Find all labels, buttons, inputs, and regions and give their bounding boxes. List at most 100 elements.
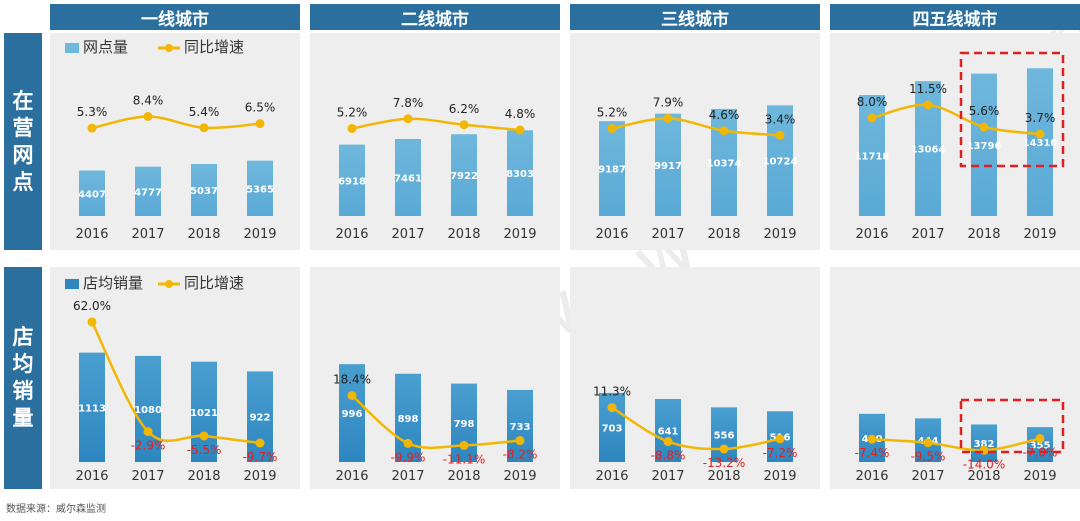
bar (247, 160, 273, 216)
bar (79, 170, 105, 216)
bar-value-label: 13796 (967, 141, 1002, 152)
bar (655, 399, 681, 462)
x-tick-label: 2018 (187, 469, 220, 484)
data-source-note: 数据来源：威尔森监测 (6, 504, 106, 515)
bar (971, 424, 997, 462)
bar-value-label: 11718 (855, 152, 890, 163)
bar-value-label: 1113 (78, 403, 106, 414)
column-header-tier3: 三线城市 (570, 4, 820, 30)
chart-panel: 网点量 同比增速 4407 2016 4777 2017 5037 2018 5365 2019 5… (50, 33, 300, 250)
growth-point (87, 123, 97, 133)
growth-label: 3.4% (765, 112, 796, 126)
bar-value-label: 8303 (506, 169, 534, 180)
row-header-char: 店 (12, 325, 34, 349)
growth-line (611, 117, 781, 137)
legend: 网点量 同比增速 (65, 38, 244, 56)
growth-label: 6.2% (449, 102, 480, 116)
growth-point (775, 130, 785, 140)
growth-label: -9.7% (243, 450, 278, 464)
growth-point (607, 403, 617, 413)
legend-bar-swatch (65, 279, 79, 289)
x-tick-label: 2018 (187, 227, 220, 242)
bar (395, 138, 421, 216)
growth-label: -8.2% (503, 448, 538, 462)
x-tick-label: 2016 (855, 469, 888, 484)
highlight-box (959, 51, 1065, 168)
growth-point (867, 113, 877, 123)
bar-value-label: 6918 (338, 176, 366, 187)
growth-point (775, 434, 785, 444)
growth-label: 11.3% (593, 385, 631, 399)
growth-label: -7.4% (855, 446, 890, 460)
row-header-char: 点 (12, 169, 34, 194)
row-header-outlets: 在 营 网 点 (4, 33, 42, 250)
growth-label: -7.2% (763, 446, 798, 460)
growth-point (87, 317, 97, 327)
x-tick-label: 2018 (967, 227, 1000, 242)
growth-line (871, 103, 1041, 136)
x-tick-label: 2017 (911, 469, 944, 484)
bar (191, 164, 217, 216)
legend-bar-label: 店均销量 (83, 274, 143, 292)
chart-svg: 996 2016 898 2017 798 2018 733 2019 18.4% -9.9% -1… (333, 364, 538, 484)
x-tick-label: 2016 (335, 227, 368, 242)
bar-value-label: 1080 (134, 405, 162, 416)
bar-value-label: 996 (342, 409, 363, 420)
bar (135, 355, 161, 462)
chart-svg: 11718 2016 13064 2017 13796 2018 14310 2019 8.0%… (855, 51, 1065, 242)
row-header-avg-sales: 店 均 销 量 (4, 267, 42, 489)
growth-point (719, 126, 729, 136)
bar-value-label: 382 (974, 439, 995, 450)
row-header-char: 量 (12, 406, 34, 430)
bar-value-label: 14310 (1023, 138, 1058, 149)
bar (135, 166, 161, 216)
bar-value-label: 7461 (394, 173, 422, 184)
bar-value-label: 7922 (450, 171, 478, 182)
growth-point (923, 438, 933, 448)
x-tick-label: 2018 (447, 469, 480, 484)
growth-label: -13.2% (703, 456, 745, 470)
growth-point (923, 100, 933, 110)
growth-point (979, 445, 989, 455)
chart-panel: 店均销量 同比增速 1113 2016 1080 2017 1021 2018 922 2019 6… (50, 267, 300, 489)
growth-point (199, 431, 209, 441)
row-header-char: 均 (12, 352, 34, 376)
x-tick-label: 2016 (75, 469, 108, 484)
x-tick-label: 2016 (595, 227, 628, 242)
bar-value-label: 4777 (134, 187, 162, 198)
growth-line (91, 115, 261, 130)
x-tick-label: 2019 (503, 469, 536, 484)
x-tick-label: 2019 (1023, 469, 1056, 484)
x-tick-label: 2016 (75, 227, 108, 242)
legend-line-marker (165, 44, 173, 52)
chart-panel: 703201664120175562018516201911.3%-8.8%-1… (570, 267, 820, 489)
growth-label: 6.5% (245, 101, 276, 115)
x-tick-label: 2017 (911, 227, 944, 242)
bar (507, 389, 533, 462)
bar-value-label: 10374 (707, 158, 742, 169)
chart-panel: 4902016444201738220183552019-7.4%-9.5%-1… (830, 267, 1080, 489)
row-header-char: 网 (12, 142, 34, 167)
x-tick-label: 2016 (335, 469, 368, 484)
growth-line (871, 437, 1041, 452)
growth-label: 3.7% (1025, 111, 1056, 125)
bar-value-label: 703 (602, 423, 623, 434)
growth-label: 5.2% (597, 106, 628, 120)
chart-svg: 4902016444201738220183552019-7.4%-9.5%-1… (855, 398, 1065, 484)
x-tick-label: 2017 (131, 227, 164, 242)
growth-point (347, 124, 357, 133)
growth-label: 5.6% (969, 104, 1000, 118)
growth-label: -8.8% (651, 449, 686, 463)
growth-label: -11.1% (443, 452, 485, 466)
legend-line-marker (165, 280, 173, 288)
legend-line-label: 同比增速 (184, 38, 244, 56)
bar (339, 144, 365, 216)
growth-point (1035, 433, 1045, 443)
growth-point (1035, 129, 1045, 139)
growth-point (199, 123, 209, 133)
chart-panel: 11718 2016 13064 2017 13796 2018 14310 2019 8.0%… (830, 33, 1080, 250)
x-tick-label: 2016 (855, 227, 888, 242)
growth-point (663, 113, 673, 123)
growth-label: 7.8% (393, 96, 424, 110)
chart-panel: 996 2016 898 2017 798 2018 733 2019 18.4% -9.9% -1… (310, 267, 560, 489)
